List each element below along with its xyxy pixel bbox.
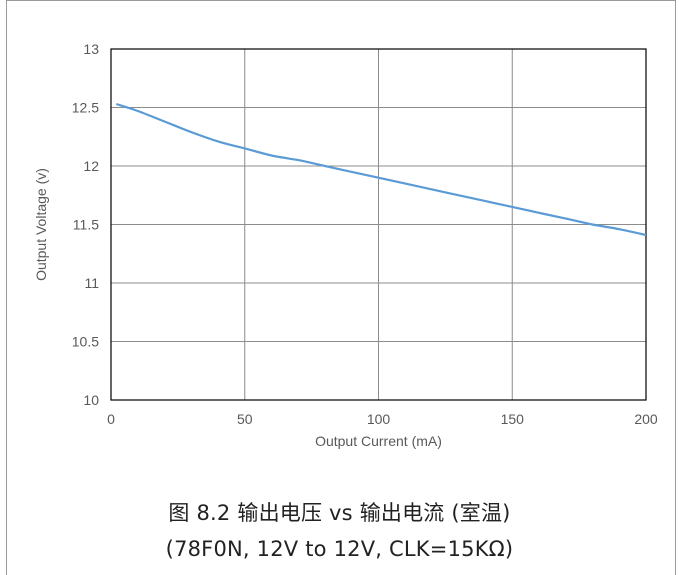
y-tick-label: 11: [84, 275, 99, 291]
y-tick-label: 12: [83, 158, 99, 174]
y-tick-labels: 10 10.5 11 11.5 12 12.5 13: [72, 41, 99, 408]
figure-caption-subtitle: (78F0N, 12V to 12V, CLK=15KΩ): [165, 537, 514, 561]
grid: [110, 48, 647, 401]
x-tick-label: 150: [501, 411, 525, 427]
y-tick-label: 11.5: [73, 217, 99, 233]
y-axis-label: Output Voltage (v): [33, 168, 49, 281]
y-tick-label: 13: [83, 41, 99, 57]
x-axis-label: Output Current (mA): [315, 433, 442, 449]
figure-caption-title: 图 8.2 输出电压 vs 输出电流 (室温): [168, 501, 511, 525]
line-chart: 10 10.5 11 11.5 12 12.5 13 0 50 100 150 200 Output…: [33, 41, 658, 449]
x-tick-label: 0: [107, 411, 115, 427]
y-tick-label: 10: [83, 392, 99, 408]
x-tick-labels: 0 50 100 150 200: [107, 411, 658, 427]
y-tick-label: 12.5: [72, 100, 99, 116]
series-line: [115, 102, 647, 237]
x-tick-label: 100: [367, 411, 391, 427]
y-tick-label: 10.5: [72, 334, 99, 350]
x-tick-label: 200: [634, 411, 658, 427]
plot-area-border: [110, 48, 647, 401]
x-tick-label: 50: [237, 411, 253, 427]
figure-frame: [6, 0, 676, 575]
